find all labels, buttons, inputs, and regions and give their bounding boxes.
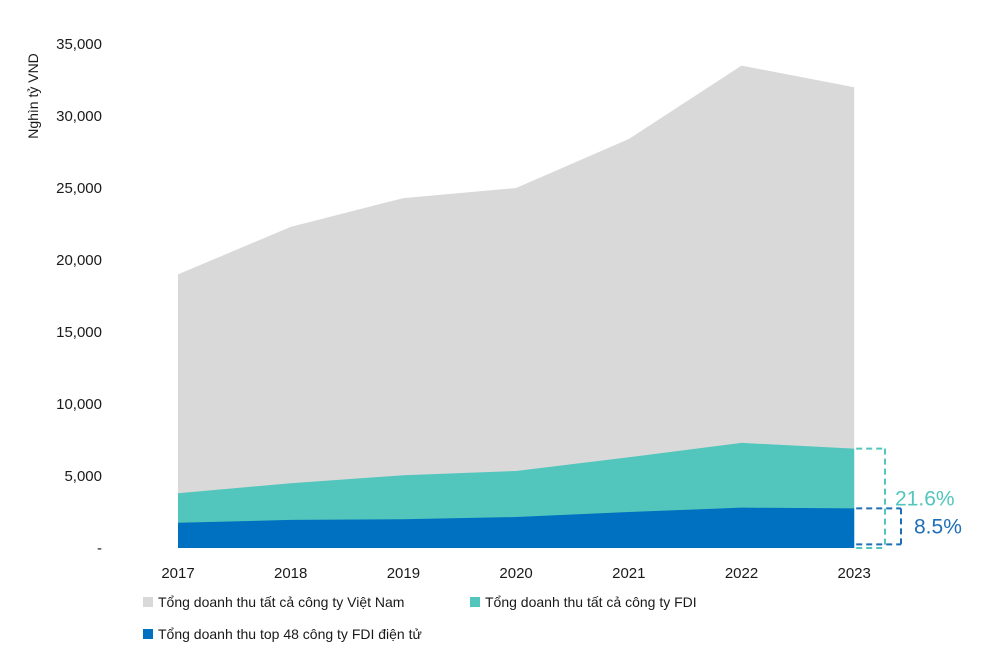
y-tick-label: 15,000 bbox=[56, 324, 102, 341]
x-tick-label: 2018 bbox=[274, 565, 307, 582]
y-tick-label: - bbox=[97, 540, 102, 557]
y-tick-label: 30,000 bbox=[56, 108, 102, 125]
legend-label-fdi: Tổng doanh thu tất cả công ty FDI bbox=[485, 594, 697, 610]
y-tick-label: 5,000 bbox=[64, 468, 102, 485]
y-tick-label: 10,000 bbox=[56, 396, 102, 413]
x-tick-label: 2020 bbox=[499, 565, 532, 582]
legend-item-top48: Tổng doanh thu top 48 công ty FDI điện t… bbox=[143, 626, 422, 642]
legend-swatch-top48 bbox=[143, 629, 153, 639]
legend-swatch-vietnam bbox=[143, 597, 153, 607]
y-tick-label: 20,000 bbox=[56, 252, 102, 269]
legend-item-fdi: Tổng doanh thu tất cả công ty FDI bbox=[470, 594, 697, 610]
x-tick-label: 2017 bbox=[161, 565, 194, 582]
x-tick-label: 2019 bbox=[387, 565, 420, 582]
y-axis-label: Nghìn tỷ VND bbox=[25, 53, 41, 139]
area-series-0 bbox=[178, 65, 855, 548]
legend-label-top48: Tổng doanh thu top 48 công ty FDI điện t… bbox=[158, 626, 422, 642]
annotation-bracket-0 bbox=[856, 447, 886, 549]
legend-label-vietnam: Tổng doanh thu tất cả công ty Việt Nam bbox=[158, 594, 405, 610]
annotation-label-0: 21.6% bbox=[895, 487, 955, 510]
x-tick-label: 2023 bbox=[838, 565, 871, 582]
annotation-label-1: 8.5% bbox=[914, 515, 962, 538]
legend-item-vietnam: Tổng doanh thu tất cả công ty Việt Nam bbox=[143, 594, 404, 610]
x-tick-label: 2022 bbox=[725, 565, 758, 582]
x-tick-label: 2021 bbox=[612, 565, 645, 582]
annotation-bracket-1 bbox=[856, 507, 902, 546]
legend-swatch-fdi bbox=[470, 597, 480, 607]
area-chart: Nghìn tỷ VND - 5,000 10,000 15,000 20,000 25,… bbox=[25, 36, 962, 582]
y-tick-label: 35,000 bbox=[56, 36, 102, 53]
y-tick-label: 25,000 bbox=[56, 180, 102, 197]
area-series-2 bbox=[178, 507, 855, 548]
